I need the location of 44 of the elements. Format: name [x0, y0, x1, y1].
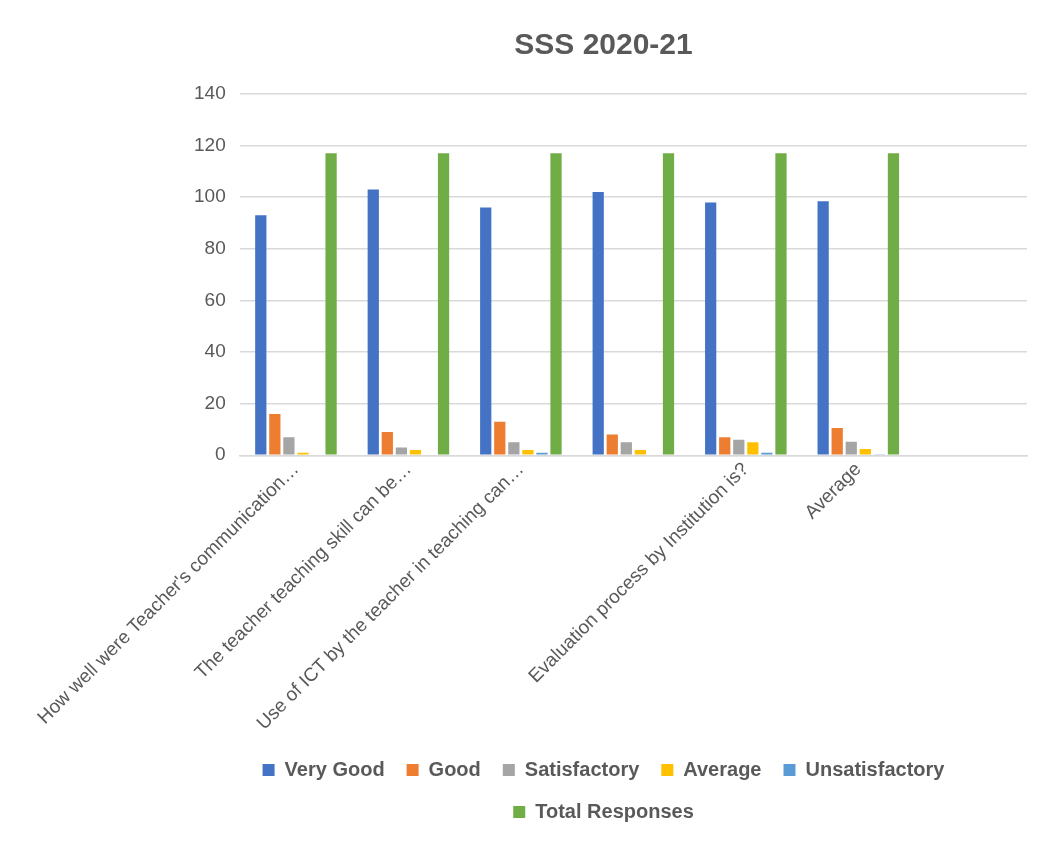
legend-label: Unsatisfactory [805, 757, 946, 780]
bar [859, 449, 871, 455]
bar [381, 432, 393, 455]
bar [395, 447, 407, 455]
bar [255, 215, 267, 455]
bar [409, 450, 422, 455]
bar [845, 441, 857, 455]
bar [606, 434, 618, 455]
bar [325, 153, 337, 455]
y-tick-label: 60 [204, 288, 226, 310]
bar [283, 437, 295, 455]
bar [887, 153, 900, 455]
bar [775, 153, 787, 455]
bar [733, 439, 745, 455]
legend-label: Average [683, 757, 762, 780]
bar [367, 189, 379, 455]
legend-label: Total Responses [535, 799, 694, 822]
bar [705, 202, 717, 455]
bar [269, 413, 281, 455]
bar [719, 437, 731, 455]
bar [437, 153, 450, 455]
bar [817, 201, 829, 455]
legend-label: Satisfactory [524, 757, 641, 780]
legend-label: Good [428, 757, 481, 780]
y-tick-label: 120 [194, 133, 226, 155]
y-tick-label: 0 [215, 443, 226, 465]
bar [662, 153, 675, 455]
bar [620, 442, 632, 455]
legend-label: Very Good [284, 757, 385, 780]
bar [634, 450, 646, 455]
y-tick-label: 140 [194, 82, 226, 104]
bar [522, 450, 534, 455]
bar [550, 153, 562, 455]
y-tick-label: 20 [204, 391, 226, 413]
y-tick-label: 80 [204, 237, 226, 259]
bar [831, 427, 843, 455]
bar [508, 442, 520, 455]
y-tick-label: 100 [194, 185, 226, 207]
bar [494, 421, 506, 455]
bar [592, 192, 604, 455]
chart-title: SSS 2020-21 [514, 27, 693, 61]
y-tick-label: 40 [204, 340, 226, 362]
bar [747, 442, 759, 455]
bar [480, 207, 492, 455]
